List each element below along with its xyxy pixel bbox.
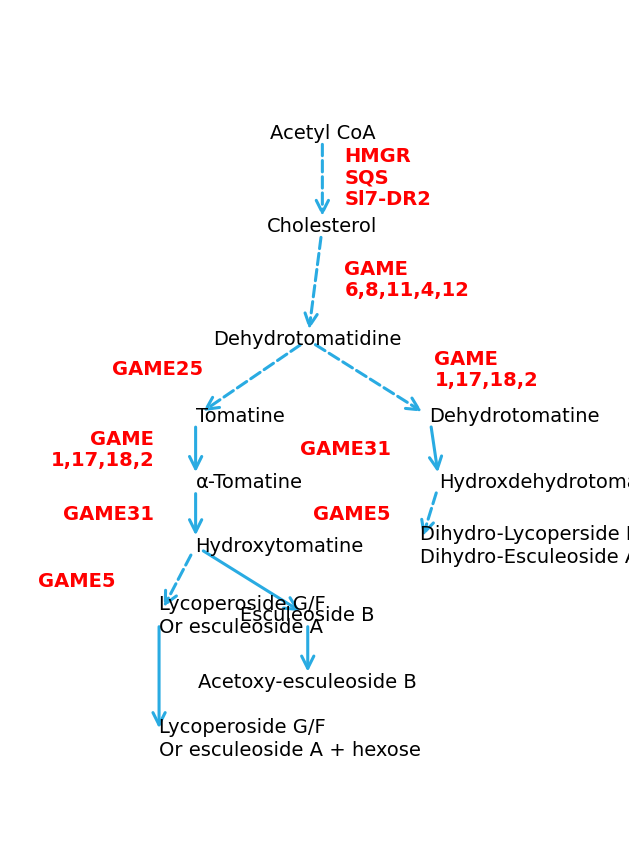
- Text: Hydroxdehydrotomatine: Hydroxdehydrotomatine: [440, 473, 629, 492]
- Text: Dihydro-Lycoperside H/G
Dihydro-Esculeoside A: Dihydro-Lycoperside H/G Dihydro-Esculeos…: [420, 524, 629, 568]
- Text: GAME31: GAME31: [63, 505, 154, 524]
- Text: GAME5: GAME5: [38, 572, 115, 591]
- Text: Dehydrotomatidine: Dehydrotomatidine: [214, 330, 402, 349]
- Text: GAME
6,8,11,4,12: GAME 6,8,11,4,12: [344, 260, 469, 300]
- Text: Acetoxy-esculeoside B: Acetoxy-esculeoside B: [198, 673, 417, 692]
- Text: Tomatine: Tomatine: [196, 407, 284, 426]
- Text: Dehydrotomatine: Dehydrotomatine: [430, 407, 600, 426]
- Text: Acetyl CoA: Acetyl CoA: [270, 124, 375, 143]
- Text: GAME
1,17,18,2: GAME 1,17,18,2: [435, 350, 538, 390]
- Text: GAME
1,17,18,2: GAME 1,17,18,2: [50, 429, 154, 470]
- Text: Esculeoside B: Esculeoside B: [240, 607, 375, 626]
- Text: GAME31: GAME31: [299, 440, 391, 459]
- Text: Lycoperoside G/F
Or esculeoside A: Lycoperoside G/F Or esculeoside A: [159, 594, 326, 637]
- Text: Cholesterol: Cholesterol: [267, 217, 377, 236]
- Text: Lycoperoside G/F
Or esculeoside A + hexose: Lycoperoside G/F Or esculeoside A + hexo…: [159, 718, 421, 760]
- Text: α-Tomatine: α-Tomatine: [196, 473, 303, 492]
- Text: HMGR
SQS
Sl7-DR2: HMGR SQS Sl7-DR2: [344, 148, 431, 209]
- Text: GAME5: GAME5: [313, 505, 391, 524]
- Text: Hydroxytomatine: Hydroxytomatine: [196, 537, 364, 556]
- Text: GAME25: GAME25: [112, 360, 203, 379]
